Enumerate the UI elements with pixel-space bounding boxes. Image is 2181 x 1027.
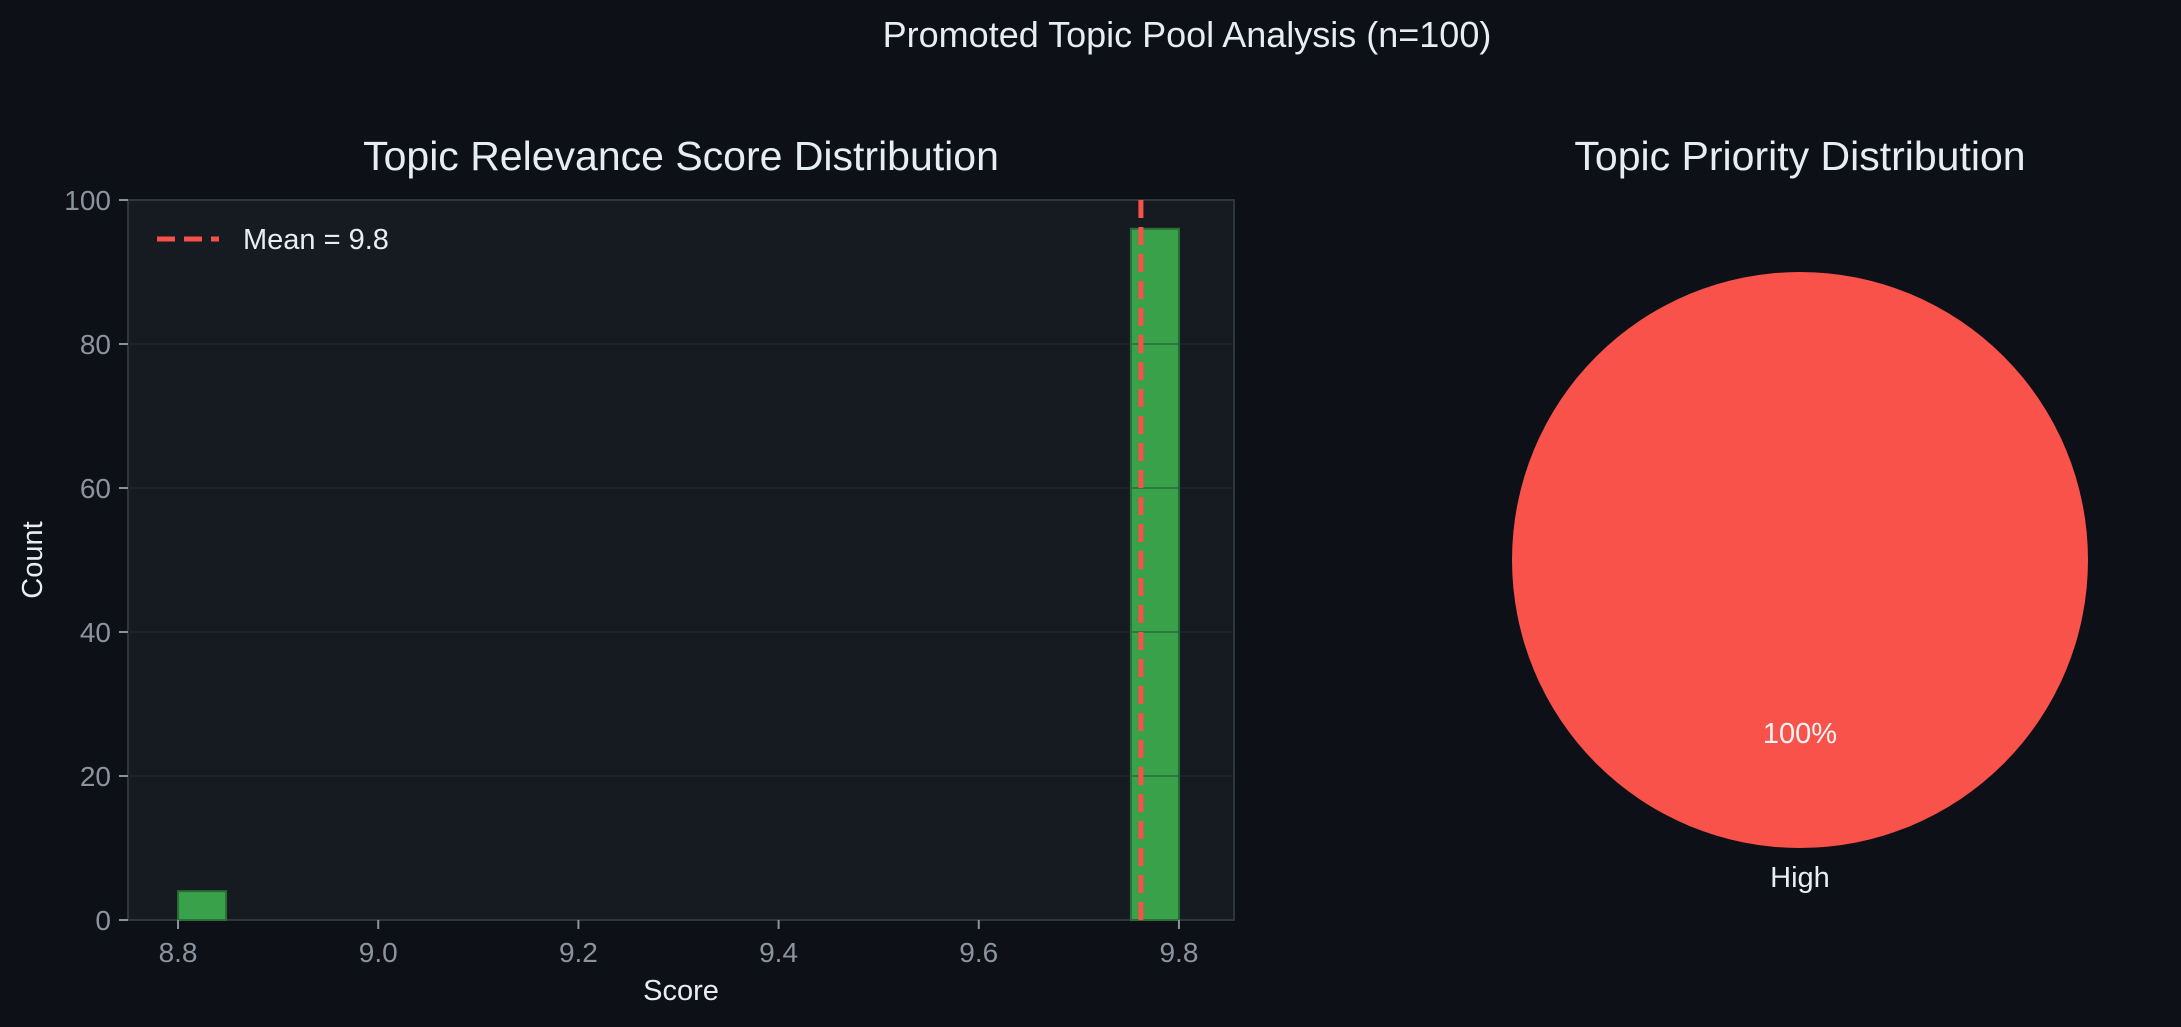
histogram-bar bbox=[1129, 227, 1180, 922]
y-tick-label: 20 bbox=[80, 761, 111, 792]
y-tick-label: 80 bbox=[80, 329, 111, 360]
histogram-title: Topic Relevance Score Distribution bbox=[363, 133, 999, 179]
histogram-bar bbox=[177, 890, 228, 922]
pie-slices bbox=[1512, 272, 2088, 848]
figure-title: Promoted Topic Pool Analysis (n=100) bbox=[883, 14, 1492, 55]
y-axis-ticks: 0 20 40 60 80 100 bbox=[64, 185, 128, 936]
pie-chart: Topic Priority Distribution High 100% bbox=[1512, 133, 2088, 894]
x-tick-label: 9.0 bbox=[359, 937, 398, 968]
y-tick-label: 60 bbox=[80, 473, 111, 504]
histogram-legend: Mean = 9.8 bbox=[157, 224, 389, 256]
legend-label-mean: Mean = 9.8 bbox=[243, 224, 389, 256]
pie-slice-label: High bbox=[1770, 862, 1830, 894]
y-axis-label: Count bbox=[17, 521, 49, 598]
x-tick-label: 9.6 bbox=[959, 937, 998, 968]
x-axis-label: Score bbox=[643, 975, 719, 1007]
histogram-grid bbox=[128, 343, 1234, 777]
pie-slice bbox=[1512, 272, 2088, 848]
pie-labels: High 100% bbox=[1763, 718, 1837, 894]
x-tick-label: 9.8 bbox=[1159, 937, 1198, 968]
x-tick-label: 9.4 bbox=[759, 937, 798, 968]
pie-title: Topic Priority Distribution bbox=[1574, 133, 2025, 179]
x-axis-ticks: 8.8 9.0 9.2 9.4 9.6 9.8 bbox=[159, 920, 1198, 968]
x-tick-label: 8.8 bbox=[159, 937, 198, 968]
y-tick-label: 40 bbox=[80, 617, 111, 648]
histogram-plot-area bbox=[127, 199, 1235, 921]
y-tick-label: 0 bbox=[95, 905, 111, 936]
x-tick-label: 9.2 bbox=[559, 937, 598, 968]
histogram-chart: 8.8 9.0 9.2 9.4 9.6 9.8 0 20 40 60 80 100 Topic Re… bbox=[17, 133, 1235, 1007]
pie-slice-percent: 100% bbox=[1763, 718, 1837, 750]
y-tick-label: 100 bbox=[64, 185, 111, 216]
